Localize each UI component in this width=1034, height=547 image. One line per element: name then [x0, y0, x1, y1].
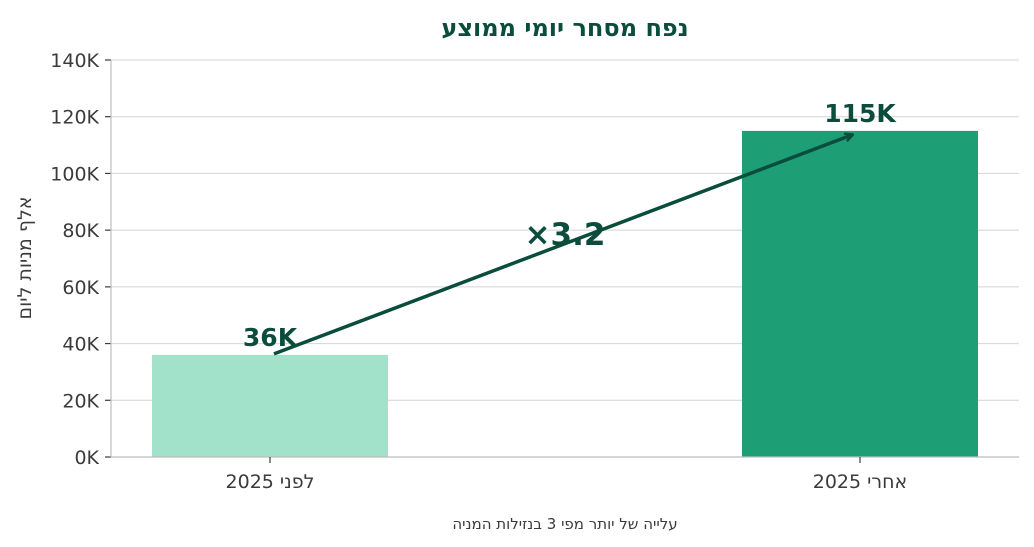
y-tick-label: 120K — [50, 107, 99, 129]
gridlines — [111, 59, 1019, 401]
bar — [152, 354, 388, 457]
y-axis-label: אלף מניות ליום — [14, 197, 36, 320]
x-axis-label: עלייה של יותר מפי 3 בנזילות המניה — [452, 515, 677, 533]
multiplier-annotation: ×3.2 — [525, 217, 606, 253]
bars — [152, 130, 978, 457]
growth-arrow — [273, 135, 852, 356]
axes: 0K 20K 40K 60K 80K 100K 120K 140K לפני 2025 אחרי … — [50, 50, 1019, 493]
y-tick-label: 20K — [62, 390, 99, 412]
chart-title: נפח מסחר יומי ממוצע — [441, 14, 688, 42]
bar — [742, 130, 978, 457]
x-tick-label: אחרי 2025 — [813, 471, 908, 493]
y-tick-label: 80K — [62, 220, 99, 242]
data-label: 115K — [824, 99, 897, 128]
x-tick-label: לפני 2025 — [226, 471, 315, 493]
y-tick-label: 0K — [74, 447, 99, 469]
y-tick-label: 40K — [62, 334, 99, 356]
y-tick-label: 140K — [50, 50, 99, 72]
y-tick-label: 60K — [62, 277, 99, 299]
y-tick-label: 100K — [50, 163, 99, 185]
